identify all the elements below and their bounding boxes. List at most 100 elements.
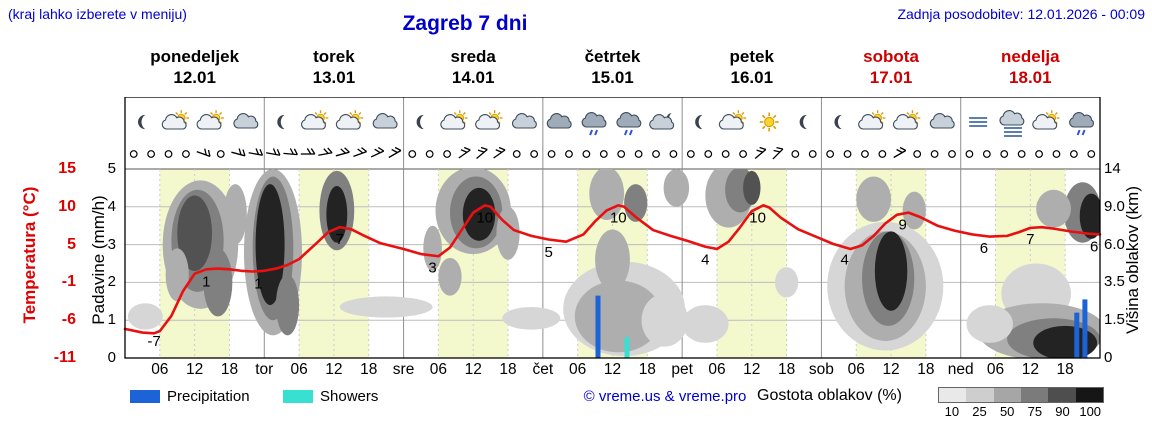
density-step-50 [993, 388, 1021, 402]
day-date: 12.01 [173, 68, 216, 87]
temp-tick-15: 15 [58, 160, 76, 177]
cloud-blob [496, 206, 520, 260]
temperature-curve [123, 204, 1102, 335]
day-name: sreda [450, 47, 496, 66]
sun-cloud-icon [475, 110, 503, 130]
temperature-value-label: 9 [899, 217, 907, 234]
day-name: četrtek [584, 47, 641, 66]
cloud-blob [423, 225, 442, 272]
cloud-icon [233, 113, 259, 129]
cloud-blob [966, 305, 1013, 343]
day-date: 16.01 [730, 68, 774, 87]
rain-cloud-icon [1069, 112, 1094, 136]
wind-calm-icon [425, 150, 434, 158]
wind-barb-icon [893, 146, 907, 159]
wind-barb-icon [265, 148, 281, 156]
temp-tick-10: 10 [58, 197, 76, 215]
cloud-blob [462, 187, 496, 241]
x-tick-label-18: 18 [1057, 361, 1074, 378]
density-step-label: 100 [1079, 404, 1102, 419]
x-tick-label-12: 12 [186, 361, 203, 378]
cloud-blob [595, 229, 630, 290]
wind-calm-icon [129, 150, 138, 158]
cloud-blob [165, 248, 189, 302]
moon-icon [799, 114, 807, 130]
wind-calm-icon [965, 150, 974, 158]
day-header-sreda: sreda 14.01 [404, 46, 543, 88]
x-tick-label-18: 18 [639, 361, 656, 378]
x-tick-label-ned: ned [948, 361, 974, 378]
cloud-blob [1079, 193, 1100, 239]
wind-calm-icon [530, 150, 539, 158]
wind-calm-icon [565, 150, 573, 158]
x-tick-label-06: 06 [430, 361, 447, 378]
precip-tick-0: 0 [107, 349, 116, 366]
cloud-tick-3.5: 3.5 [1104, 273, 1125, 291]
wind-barb-icon [196, 148, 211, 158]
cloud-layer [127, 169, 1100, 358]
wind-calm-icon [843, 150, 852, 158]
precip-tick-3: 3 [107, 235, 116, 253]
cloud-blob [902, 191, 926, 230]
credit-link[interactable]: © vreme.us & vreme.pro [583, 388, 747, 405]
fog-icon [969, 117, 988, 127]
wind-calm-icon [1000, 150, 1009, 158]
x-tick-label-06: 06 [708, 361, 725, 378]
wind-calm-icon [930, 150, 939, 158]
wind-barb-icon [231, 148, 246, 157]
x-tick-label-18: 18 [778, 361, 795, 378]
sun-cloud-icon [893, 110, 921, 130]
precipitation-bar [1082, 299, 1088, 358]
day-name: torek [313, 47, 355, 66]
sun-cloud-icon [718, 110, 747, 130]
rain-cloud-icon [581, 112, 607, 136]
day-header-sobota: sobota 17.01 [821, 46, 960, 88]
wind-calm-icon [512, 150, 521, 158]
cloud-tick-9.0: 9.0 [1104, 197, 1125, 215]
x-tick-label-18: 18 [917, 361, 934, 378]
x-tick-label-18: 18 [221, 361, 238, 378]
day-name: ponedeljek [150, 47, 240, 66]
cloud-blob [874, 231, 908, 311]
wind-barb-icon [370, 146, 385, 158]
density-step-label: 75 [1027, 404, 1043, 419]
wind-barb-icon [283, 148, 298, 156]
temperature-value-label: 1 [254, 275, 262, 292]
sun-cloud-icon [301, 110, 329, 130]
wind-barb-icon [458, 146, 471, 159]
temperature-value-label: 6 [1090, 238, 1098, 255]
day-date: 13.01 [312, 68, 356, 87]
wind-calm-icon [948, 150, 956, 158]
wind-calm-icon [1069, 150, 1078, 158]
density-step-10 [939, 388, 967, 402]
cloud-blob [177, 195, 213, 272]
sun-cloud-icon [335, 110, 364, 130]
temperature-value-label: 6 [980, 240, 988, 257]
cloud-tick-6.0: 6.0 [1104, 235, 1125, 253]
x-tick-label-sre: sre [393, 361, 415, 378]
day-header-četrtek: četrtek 15.01 [543, 46, 682, 88]
wind-calm-icon [147, 150, 156, 158]
moon-cloud-icon [649, 113, 675, 130]
wind-calm-icon [826, 150, 835, 158]
day-header-nedelja: nedelja 18.01 [961, 46, 1100, 88]
cloud-blob [127, 303, 163, 330]
wind-calm-icon [739, 150, 747, 158]
wind-calm-icon [669, 150, 678, 158]
menu-hint: (kraj lahko izberete v meniju) [8, 6, 187, 22]
temp-tick--6: -6 [61, 311, 76, 329]
cloud-blob [641, 293, 688, 347]
wind-barb-icon [318, 147, 333, 156]
wind-calm-icon [1035, 150, 1043, 158]
sun-cloud-icon [161, 110, 190, 130]
temperature-value-label: 3 [428, 260, 436, 277]
x-tick-label-06: 06 [987, 361, 1004, 378]
cloud-density-label: Gostota oblakov (%) [757, 387, 902, 404]
wind-calm-icon [408, 150, 417, 158]
cloud-blob [255, 184, 285, 306]
sun-cloud-icon [440, 110, 468, 130]
density-step-100 [1075, 388, 1103, 402]
cloud-tick-1.5: 1.5 [1104, 311, 1125, 329]
day-date: 14.01 [451, 68, 495, 87]
